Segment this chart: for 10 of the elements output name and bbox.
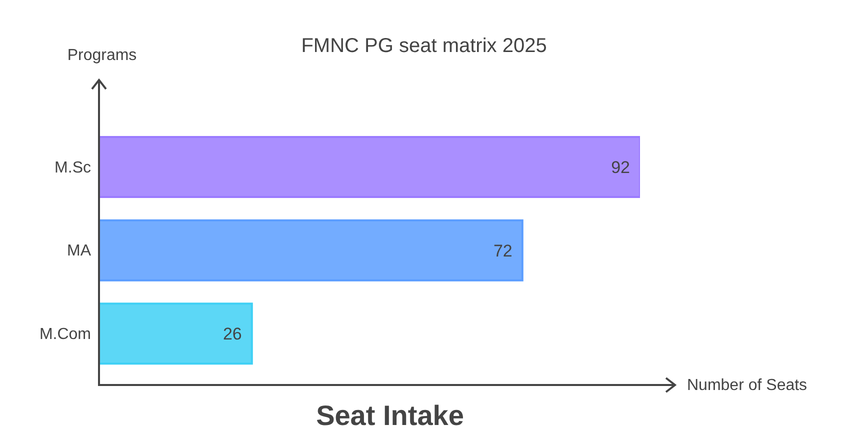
y-tick-label: M.Sc — [54, 159, 91, 176]
y-tick-label: MA — [67, 242, 92, 260]
data-label: 26 — [222, 324, 242, 344]
chart-title: FMNC PG seat matrix 2025 — [301, 35, 547, 57]
data-label: 92 — [611, 158, 630, 178]
y-tick-label: M.Com — [39, 326, 91, 344]
x-axis-title: Number of Seats — [687, 377, 808, 394]
text: Seat Intake — [316, 400, 464, 431]
y-axis-title: Programs — [67, 47, 137, 64]
data-label: 72 — [493, 241, 512, 260]
